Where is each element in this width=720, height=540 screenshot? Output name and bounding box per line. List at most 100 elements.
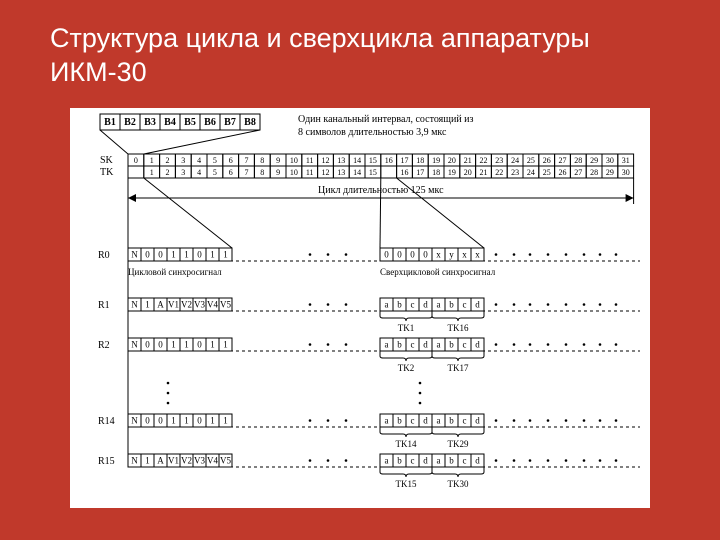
- cell-text: 21: [480, 168, 488, 177]
- cell-text: b: [449, 340, 454, 350]
- cell-text: 14: [353, 168, 361, 177]
- cell-text: a: [385, 416, 389, 426]
- cell-text: 1: [210, 416, 215, 426]
- cell-text: 23: [511, 168, 519, 177]
- cell-text: 11: [306, 168, 314, 177]
- cell-text: 8: [260, 156, 264, 165]
- cell-text: x: [436, 250, 441, 260]
- cell-text: N: [131, 300, 138, 310]
- cell-text: 18: [416, 156, 424, 165]
- cell-text: N: [131, 340, 138, 350]
- ellipsis-dot: [529, 303, 532, 306]
- cell-text: 18: [432, 168, 440, 177]
- cell-text: 0: [410, 250, 415, 260]
- ellipsis-dot: [547, 303, 550, 306]
- ellipsis-dot: [495, 303, 498, 306]
- cell-text: 1: [184, 250, 189, 260]
- cell-text: B4: [164, 117, 176, 128]
- cell-text: 31: [622, 156, 630, 165]
- cell: [381, 166, 397, 178]
- cell-text: d: [423, 340, 428, 350]
- cell-text: 3: [181, 168, 185, 177]
- ellipsis-dot: [309, 303, 312, 306]
- cell-text: 16: [385, 156, 393, 165]
- cell-text: a: [385, 456, 389, 466]
- frame-label: R2: [98, 340, 110, 351]
- cell-text: 24: [511, 156, 519, 165]
- cell-text: 14: [353, 156, 361, 165]
- cell-text: 10: [290, 168, 298, 177]
- ellipsis-dot: [513, 419, 516, 422]
- cell-text: V3: [194, 300, 205, 310]
- ellipsis-dot: [565, 253, 568, 256]
- cell-text: 25: [543, 168, 551, 177]
- ellipsis-dot: [309, 419, 312, 422]
- cell-text: 1: [184, 416, 189, 426]
- ellipsis-dot: [599, 253, 602, 256]
- ellipsis-dot: [495, 459, 498, 462]
- cell-text: V1: [168, 456, 179, 466]
- cell-text: 20: [464, 168, 472, 177]
- cell-text: 30: [622, 168, 630, 177]
- cell-text: B7: [224, 117, 236, 128]
- tk-label: TK15: [396, 479, 417, 489]
- ellipsis-dot: [615, 303, 618, 306]
- ellipsis-dot: [583, 253, 586, 256]
- cell-text: 20: [448, 156, 456, 165]
- cell-text: V2: [181, 456, 192, 466]
- cell-text: 0: [397, 250, 402, 260]
- ellipsis-dot: [583, 303, 586, 306]
- cell-text: 12: [322, 168, 330, 177]
- cell-text: 1: [223, 340, 228, 350]
- cell-text: 6: [229, 156, 233, 165]
- cell-text: 0: [384, 250, 389, 260]
- cell-text: 27: [574, 168, 582, 177]
- cell-text: b: [449, 416, 454, 426]
- cell-text: 22: [495, 168, 503, 177]
- ellipsis-dot: [565, 303, 568, 306]
- cell-text: d: [475, 340, 480, 350]
- cell-text: 1: [223, 250, 228, 260]
- tk-label: TK30: [448, 479, 469, 489]
- cell-text: B1: [104, 117, 116, 128]
- cell-text: 5: [213, 168, 217, 177]
- cell-text: b: [397, 456, 402, 466]
- ellipsis-dot: [345, 343, 348, 346]
- cell-text: V5: [220, 300, 231, 310]
- ellipsis-dot: [529, 343, 532, 346]
- ellipsis-dot: [495, 343, 498, 346]
- cell-text: 28: [574, 156, 582, 165]
- tk-label: TK29: [448, 439, 469, 449]
- cell-text: b: [397, 416, 402, 426]
- cell-text: 1: [184, 340, 189, 350]
- cell-text: 4: [197, 168, 201, 177]
- cell-text: 0: [197, 416, 202, 426]
- cell-text: c: [463, 416, 467, 426]
- cell-text: d: [475, 456, 480, 466]
- ellipsis-dot: [495, 253, 498, 256]
- cell-text: 13: [337, 168, 345, 177]
- cell-text: 19: [432, 156, 440, 165]
- cell-text: 25: [527, 156, 535, 165]
- cell-text: 15: [369, 168, 377, 177]
- cell-text: 0: [145, 250, 150, 260]
- cell-text: b: [449, 456, 454, 466]
- cell-text: a: [437, 416, 441, 426]
- cell: [128, 166, 144, 178]
- cell-text: 2: [166, 168, 170, 177]
- cell-text: c: [411, 300, 415, 310]
- cell-text: 2: [166, 156, 170, 165]
- cell-text: 11: [306, 156, 314, 165]
- ellipsis-dot: [529, 459, 532, 462]
- tk-label: TK14: [396, 439, 417, 449]
- cell-text: b: [449, 300, 454, 310]
- label-tk: TK: [100, 167, 114, 178]
- cell-text: 29: [606, 168, 614, 177]
- cell-text: V1: [168, 300, 179, 310]
- cell-text: 3: [181, 156, 185, 165]
- cell-text: B3: [144, 117, 156, 128]
- header-note-2: 8 символов длительностью 3,9 мкс: [298, 127, 447, 138]
- cell-text: a: [437, 456, 441, 466]
- cell-text: 6: [229, 168, 233, 177]
- ellipsis-dot: [327, 459, 330, 462]
